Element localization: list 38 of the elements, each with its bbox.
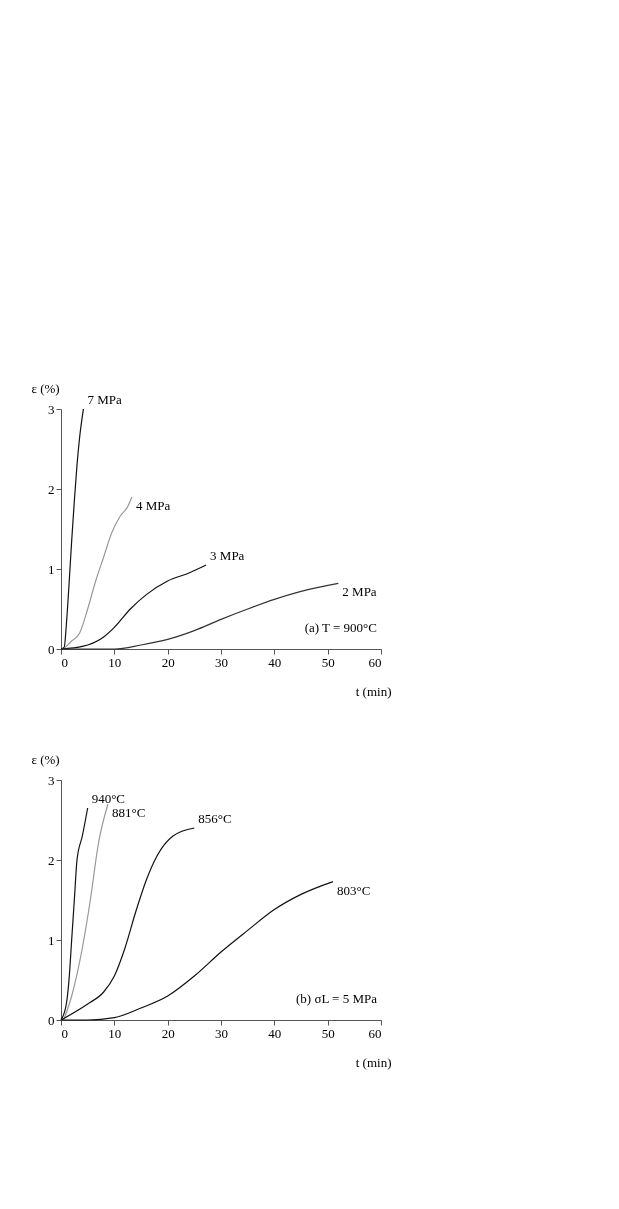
x-tick-label: 60 bbox=[368, 1025, 382, 1041]
x-tick-label: 50 bbox=[321, 1025, 335, 1041]
x-tick-label: 0 bbox=[61, 1025, 68, 1041]
y-tick-label: 3 bbox=[48, 772, 55, 788]
y-axis-title: ε (%) bbox=[31, 751, 60, 767]
y-tick-label: 0 bbox=[48, 641, 55, 657]
series-label: 803°C bbox=[337, 882, 371, 898]
x-tick-label: 20 bbox=[161, 654, 175, 670]
annotation: (a) T = 900°C bbox=[304, 620, 377, 635]
x-tick-label: 30 bbox=[215, 1025, 228, 1041]
x-tick-label: 40 bbox=[268, 1025, 282, 1041]
y-tick-label: 2 bbox=[48, 852, 55, 868]
x-axis-title: t (min) bbox=[355, 683, 392, 699]
series-label: 4 MPa bbox=[135, 498, 171, 513]
x-tick-label: 60 bbox=[368, 654, 382, 670]
series-label: 940°C bbox=[91, 791, 126, 806]
y-axis-title: ε (%) bbox=[31, 380, 60, 396]
y-tick-label: 1 bbox=[48, 561, 55, 577]
x-tick-label: 10 bbox=[108, 1025, 122, 1041]
series-label: 881°C bbox=[111, 805, 146, 820]
x-tick-label: 20 bbox=[161, 1025, 175, 1041]
line-series bbox=[63, 496, 133, 650]
x-tick-label: 50 bbox=[321, 654, 335, 670]
y-tick-label: 0 bbox=[48, 1012, 55, 1028]
series-label: 7 MPa bbox=[87, 392, 122, 407]
x-tick-label: 40 bbox=[268, 654, 282, 670]
line-series bbox=[60, 582, 339, 650]
annotation: (b) σL = 5 MPa bbox=[295, 991, 378, 1006]
y-tick-label: 2 bbox=[48, 481, 55, 497]
series-label: 2 MPa bbox=[342, 584, 377, 600]
x-tick-label: 10 bbox=[108, 654, 122, 670]
x-tick-label: 0 bbox=[61, 654, 68, 670]
series-label: 856°C bbox=[198, 811, 232, 826]
y-tick-label: 3 bbox=[48, 401, 55, 417]
x-tick-label: 30 bbox=[215, 654, 228, 670]
y-tick-label: 1 bbox=[48, 932, 55, 948]
series-label: 3 MPa bbox=[210, 548, 245, 563]
x-axis-title: t (min) bbox=[355, 1054, 392, 1070]
